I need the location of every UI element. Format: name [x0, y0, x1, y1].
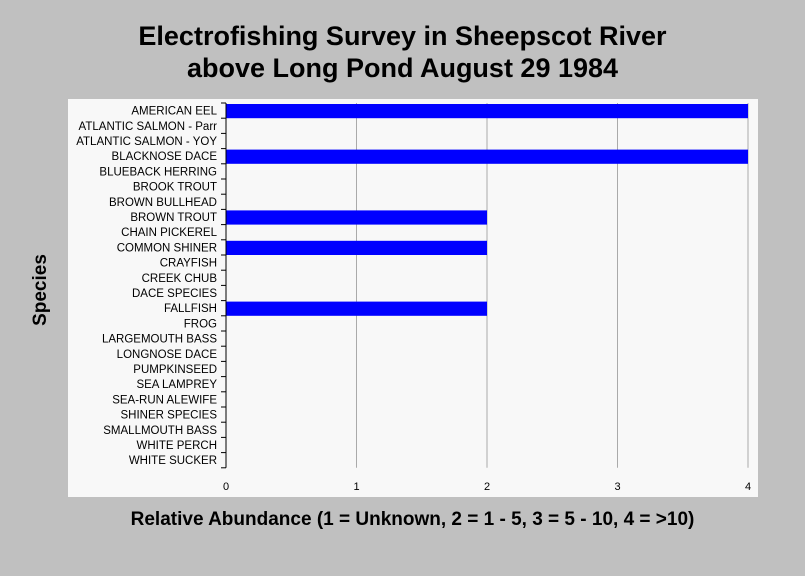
category-label: SEA LAMPREY — [136, 379, 217, 391]
category-label: SHINER SPECIES — [121, 410, 218, 422]
category-label: AMERICAN EEL — [131, 106, 217, 118]
category-label: LARGEMOUTH BASS — [102, 334, 217, 346]
category-label: CHAIN PICKEREL — [121, 227, 217, 239]
category-label: FROG — [184, 318, 217, 330]
bar — [226, 149, 748, 164]
x-tick-label: 3 — [614, 481, 620, 493]
bar — [226, 301, 487, 316]
category-label: BROWN BULLHEAD — [109, 197, 217, 209]
category-label: BLUEBACK HERRING — [99, 166, 217, 178]
category-label: ATLANTIC SALMON - YOY — [76, 136, 217, 148]
category-label: SEA-RUN ALEWIFE — [112, 394, 217, 406]
x-axis-label: Relative Abundance (1 = Unknown, 2 = 1 -… — [130, 509, 695, 530]
category-label: DACE SPECIES — [132, 288, 217, 300]
category-label: WHITE SUCKER — [129, 455, 217, 467]
chart-title-line-1: Electrofishing Survey in Sheepscot River — [138, 21, 667, 51]
x-tick-label: 4 — [745, 481, 751, 493]
category-label: CREEK CHUB — [142, 273, 218, 285]
category-label: SMALLMOUTH BASS — [103, 425, 217, 437]
category-label: CRAYFISH — [160, 258, 217, 270]
bar — [226, 240, 487, 255]
category-label: PUMPKINSEED — [133, 364, 217, 376]
plot-area — [68, 99, 758, 497]
category-label: BLACKNOSE DACE — [112, 151, 218, 163]
chart-title: Electrofishing Survey in Sheepscot River… — [0, 20, 805, 84]
bar — [226, 104, 748, 119]
x-tick-label: 1 — [353, 481, 359, 493]
category-label: WHITE PERCH — [137, 440, 218, 452]
bar — [226, 210, 487, 225]
category-label: BROWN TROUT — [130, 212, 217, 224]
category-label: BROOK TROUT — [133, 182, 217, 194]
x-tick-label: 2 — [484, 481, 490, 493]
chart-title-line-2: above Long Pond August 29 1984 — [186, 53, 619, 83]
category-label: ATLANTIC SALMON - Parr — [79, 121, 218, 133]
x-tick-label: 0 — [223, 481, 229, 493]
category-label: LONGNOSE DACE — [117, 349, 218, 361]
y-axis-label: Species — [30, 254, 51, 326]
category-label: COMMON SHINER — [117, 242, 217, 254]
category-label: FALLFISH — [164, 303, 217, 315]
